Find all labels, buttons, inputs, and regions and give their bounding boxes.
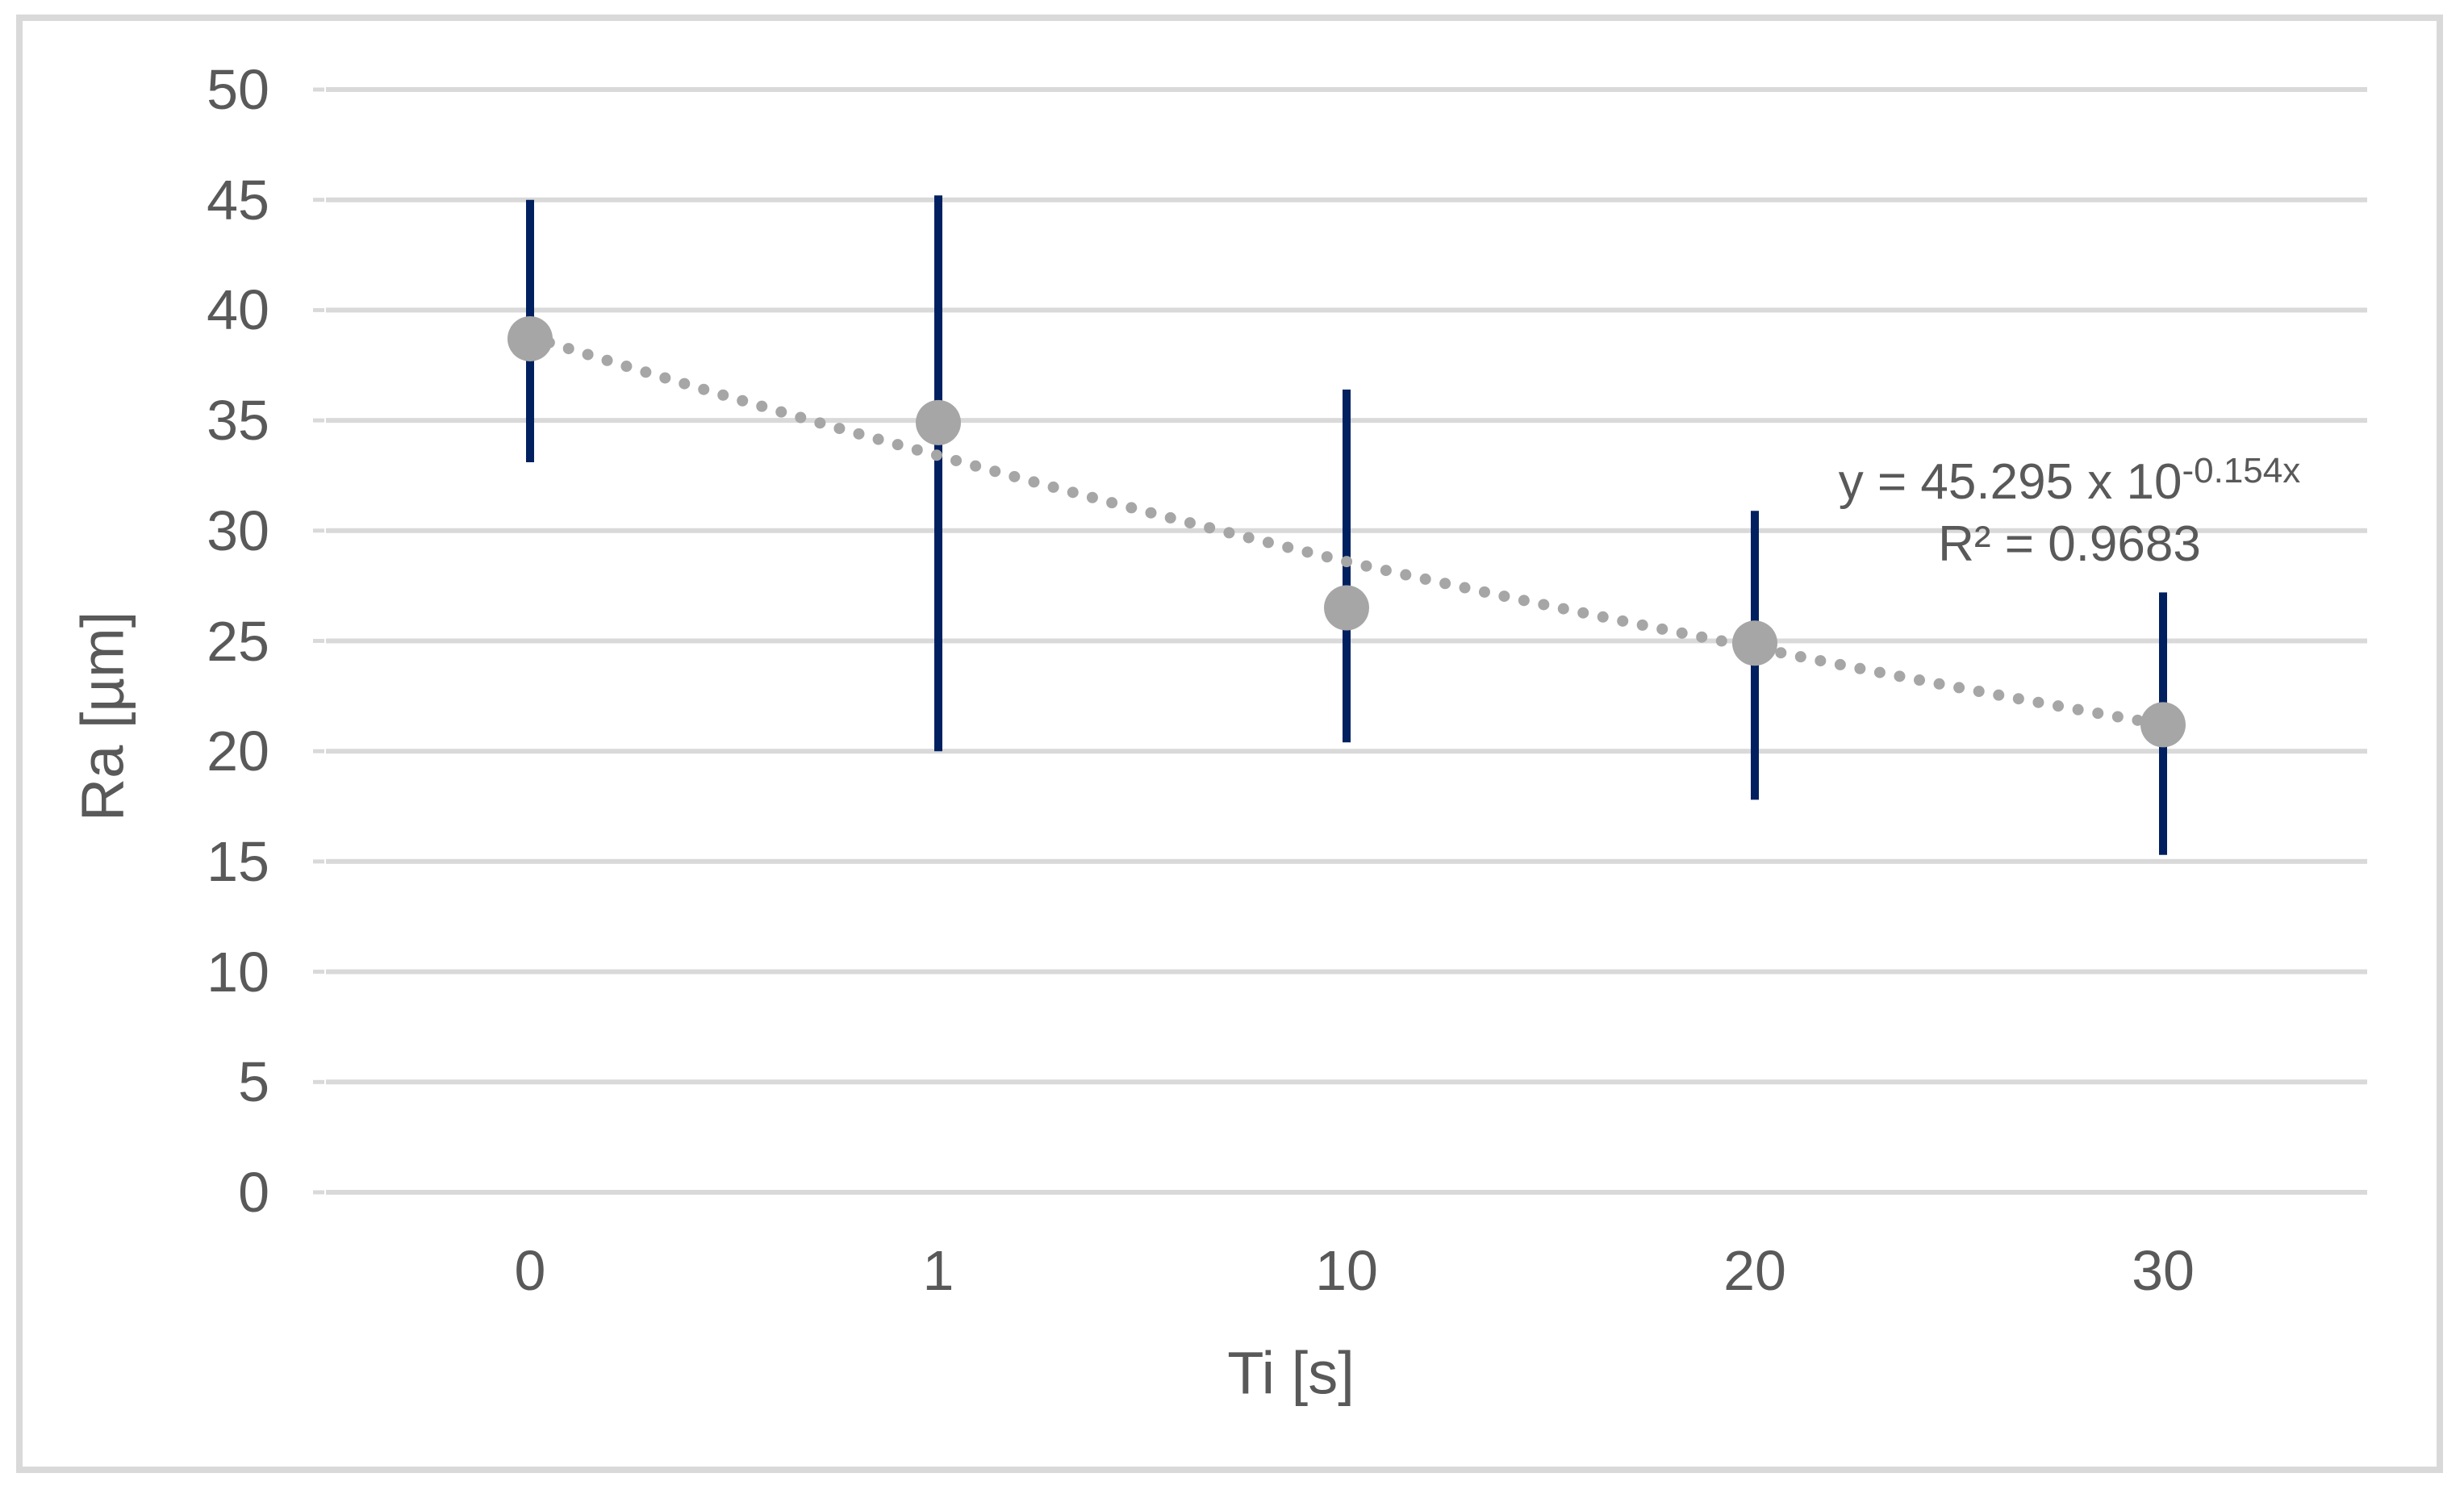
y-tick-label: 25 [207, 609, 269, 673]
y-axis-title: Ra [µm] [69, 611, 136, 822]
y-tick-label: 40 [207, 278, 269, 342]
data-point-marker [1324, 585, 1369, 631]
r-squared-label: R² = 0.9683 [1938, 516, 2201, 572]
y-tick-label: 30 [207, 499, 269, 562]
y-tick-label: 50 [207, 58, 269, 121]
y-tick-label: 10 [207, 940, 269, 1004]
x-tick-label: 20 [1723, 1239, 1786, 1302]
x-tick-label: 10 [1315, 1239, 1378, 1302]
equation-exponent: -0.154x [2182, 451, 2301, 490]
y-tick-label: 45 [207, 168, 269, 232]
y-tick-label: 0 [238, 1161, 269, 1224]
y-tick-label: 20 [207, 720, 269, 783]
x-axis-title: Ti [s] [1227, 1339, 1355, 1407]
trendline-equation: y = 45.295 x 10-0.154x [1803, 451, 2336, 515]
trendline-annotation: y = 45.295 x 10-0.154x R² = 0.9683 [1803, 451, 2336, 573]
y-tick-label: 15 [207, 829, 269, 893]
chart-border [16, 15, 2443, 1473]
y-tick-label: 35 [207, 389, 269, 453]
x-tick-label: 30 [2132, 1239, 2195, 1302]
y-tick-label: 5 [238, 1050, 269, 1114]
data-point-marker [916, 399, 961, 445]
equation-base: y = 45.295 x 10 [1838, 454, 2182, 510]
trendline [524, 331, 2169, 731]
data-point-marker [1732, 620, 1777, 666]
data-point-marker [507, 315, 553, 361]
x-tick-label: 1 [922, 1239, 954, 1302]
x-tick-label: 0 [514, 1239, 546, 1302]
data-point-marker [2140, 702, 2186, 748]
